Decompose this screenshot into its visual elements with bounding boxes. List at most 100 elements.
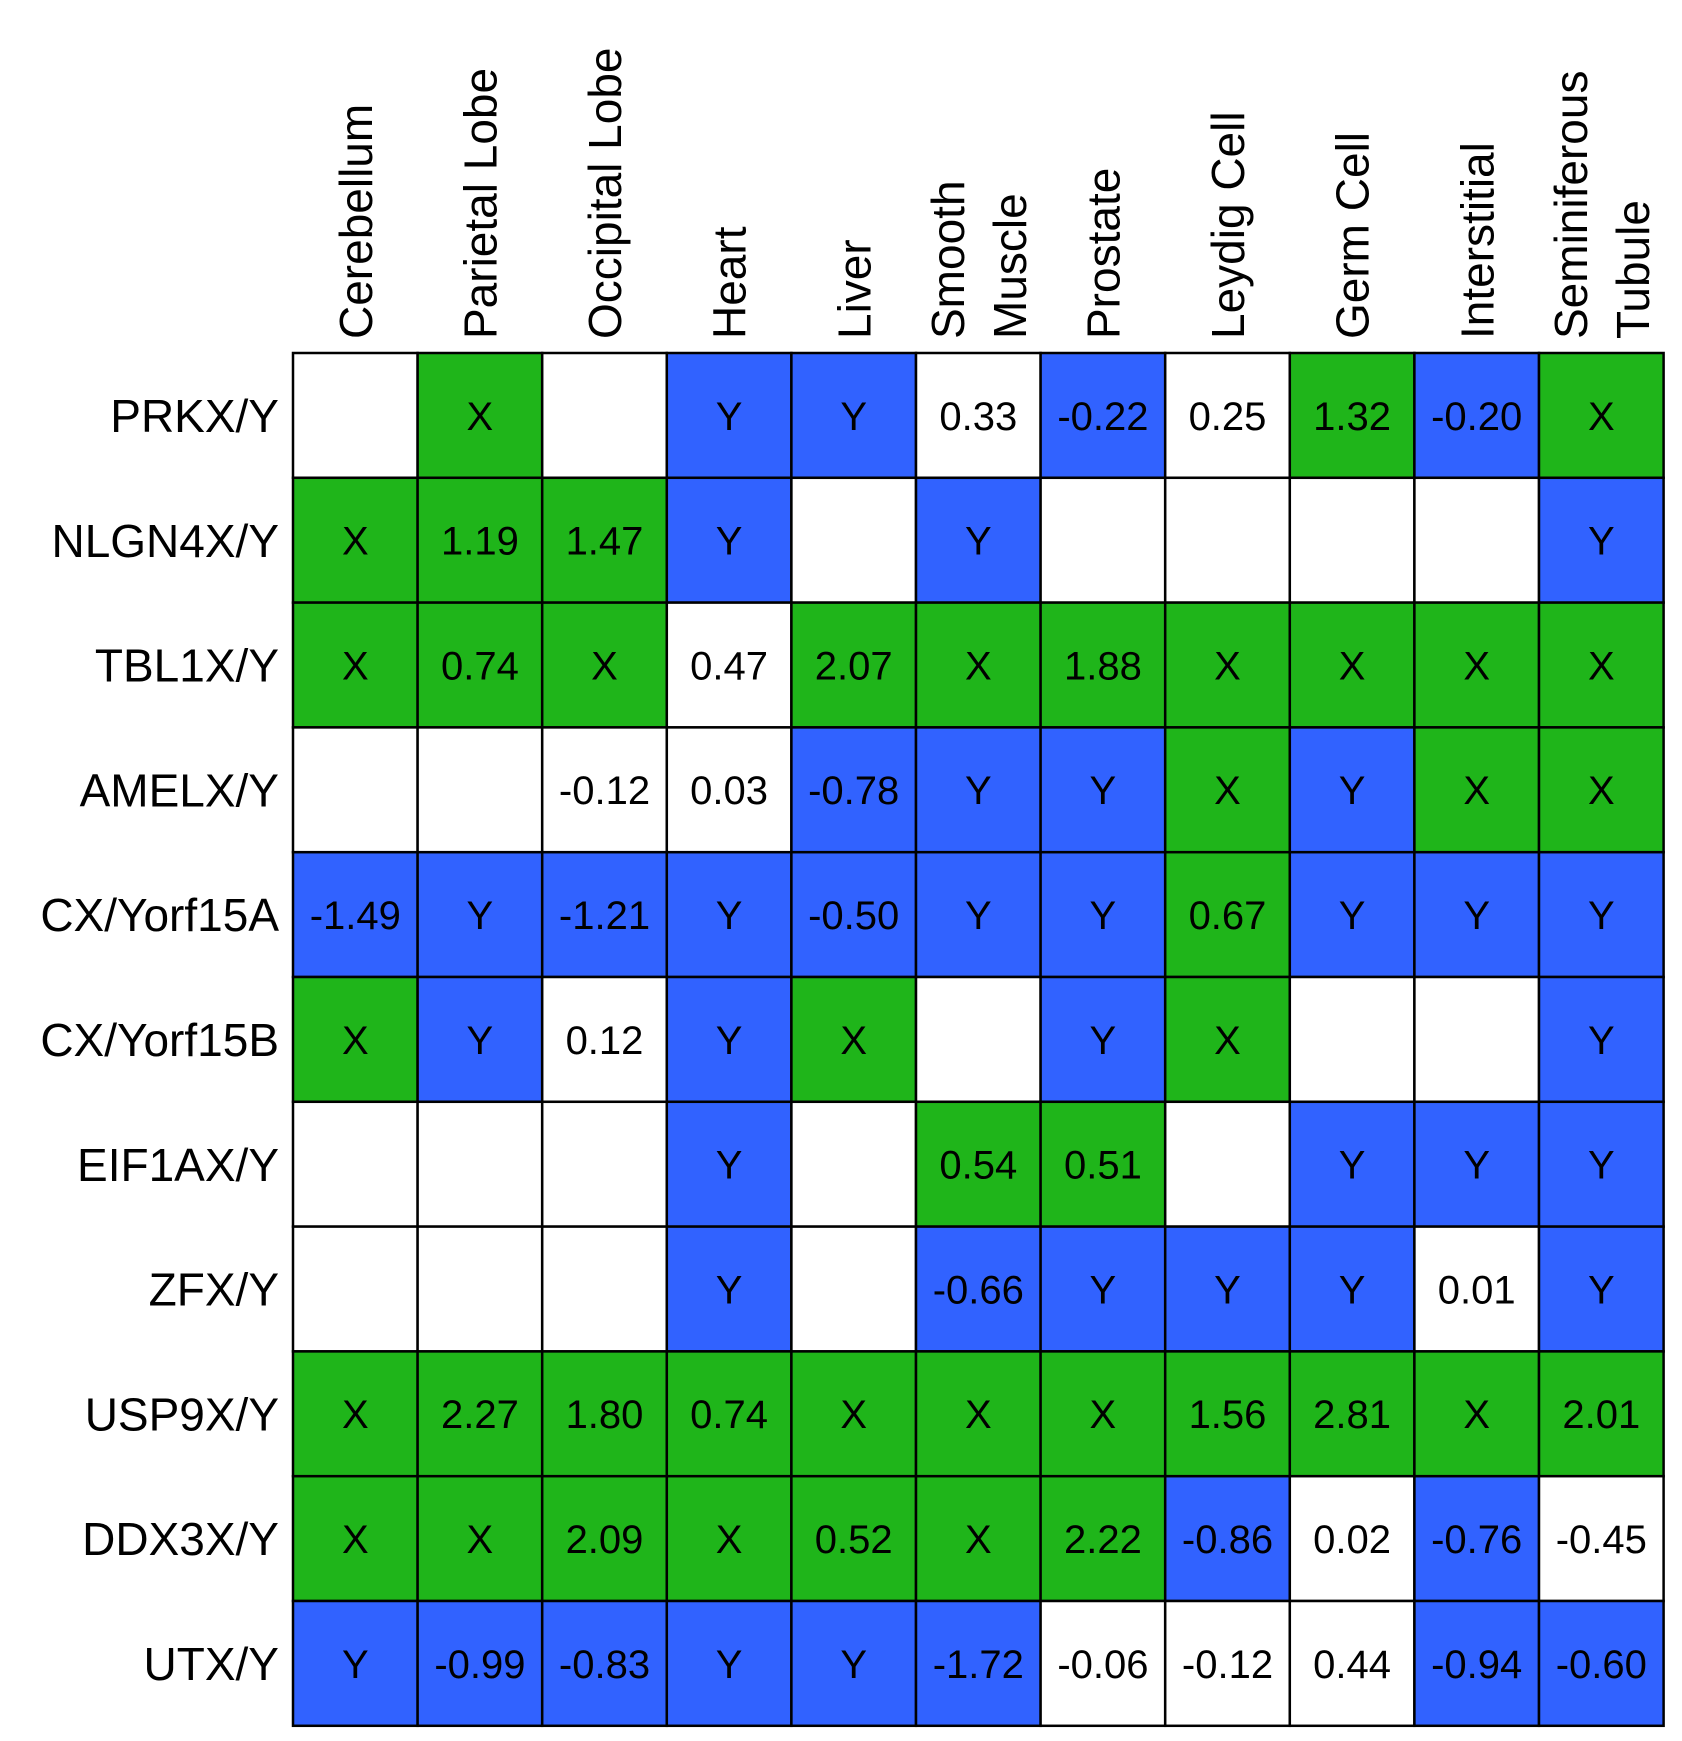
cell-value-label: -0.76 xyxy=(1431,1518,1522,1562)
heatmap-cell xyxy=(540,1474,669,1603)
cell-value-label: Y xyxy=(1214,1268,1241,1312)
heatmap-cell xyxy=(540,601,669,729)
heatmap-cell xyxy=(1163,1100,1292,1228)
cell-value-label: Y xyxy=(1588,520,1615,564)
heatmap-cell xyxy=(1537,601,1665,729)
cell-value-label: X xyxy=(1463,644,1490,688)
heatmap-cell xyxy=(665,601,793,729)
heatmap-cell xyxy=(1039,476,1167,604)
heatmap-cell xyxy=(1163,850,1292,979)
row-label: TBL1X/Y xyxy=(95,640,279,692)
cell-value-label: Y xyxy=(1090,894,1117,938)
cell-value-label: -0.45 xyxy=(1556,1518,1647,1562)
cell-value-label: Y xyxy=(840,1643,867,1687)
heatmap-cell xyxy=(914,1474,1042,1603)
cell-value-label: -0.12 xyxy=(559,769,650,813)
cell-value-label: Y xyxy=(840,395,867,439)
heatmap-cell xyxy=(291,726,419,854)
cell-value-label: Y xyxy=(716,395,743,439)
cell-value-label: Y xyxy=(467,1019,494,1063)
heatmap-cell xyxy=(291,850,419,979)
row-label: UTX/Y xyxy=(144,1638,279,1690)
cell-value-label: Y xyxy=(716,520,743,564)
heatmap-cell xyxy=(790,601,918,729)
cell-value-label: 0.74 xyxy=(441,644,519,688)
column-label: Smooth xyxy=(922,180,974,339)
cell-value-label: 1.32 xyxy=(1313,395,1391,439)
cell-value-label: Y xyxy=(1339,894,1366,938)
column-label: Prostate xyxy=(1077,168,1129,339)
column-label: Tubule xyxy=(1607,200,1659,339)
cell-value-label: X xyxy=(965,1518,992,1562)
cell-value-label: Y xyxy=(965,894,992,938)
cell-value-label: -0.22 xyxy=(1057,395,1148,439)
column-label: Leydig Cell xyxy=(1202,111,1254,339)
heatmap-cell xyxy=(291,1474,419,1603)
heatmap-cell xyxy=(914,975,1042,1104)
column-label: Parietal Lobe xyxy=(454,68,506,339)
heatmap-cell xyxy=(1413,1599,1541,1728)
cell-value-label: -0.78 xyxy=(808,769,899,813)
heatmap-cell xyxy=(416,1599,544,1728)
cell-value-label: -0.66 xyxy=(933,1268,1024,1312)
column-label: Muscle xyxy=(984,193,1036,339)
heatmap-cell xyxy=(1163,476,1292,604)
row-labels: PRKX/Y NLGN4X/Y TBL1X/Y AMELX/Y CX/Yorf15A CX… xyxy=(40,390,279,1690)
heatmap-cell xyxy=(914,1599,1042,1728)
cell-value-label: 0.54 xyxy=(939,1144,1017,1188)
cell-value-label: 1.47 xyxy=(566,520,644,564)
cell-value-label: 1.19 xyxy=(441,520,519,564)
heatmap-cell xyxy=(1288,975,1416,1104)
cell-value-label: X xyxy=(965,644,992,688)
cell-value-label: 0.74 xyxy=(690,1393,768,1437)
cell-value-label: Y xyxy=(1463,894,1490,938)
heatmap-cell xyxy=(1288,476,1416,604)
heatmap-cell xyxy=(1039,1474,1167,1603)
cell-value-label: X xyxy=(1588,644,1615,688)
cell-value-label: X xyxy=(1214,769,1241,813)
heatmap-cell xyxy=(1413,1350,1541,1478)
heatmap-cell xyxy=(1039,726,1167,854)
heatmap-cell xyxy=(790,726,918,854)
cell-value-label: -0.83 xyxy=(559,1643,650,1687)
heatmap-cell xyxy=(1039,850,1167,979)
cell-value-label: X xyxy=(342,1019,369,1063)
heatmap-cell xyxy=(790,1599,918,1728)
heatmap-cell xyxy=(416,975,544,1104)
heatmap-cell xyxy=(291,975,419,1104)
cell-value-label: -0.60 xyxy=(1556,1643,1647,1687)
heatmap-cell xyxy=(1039,1599,1167,1728)
cell-value-label: Y xyxy=(965,769,992,813)
cell-value-label: X xyxy=(1214,1019,1241,1063)
heatmap-cell xyxy=(1163,1350,1292,1478)
heatmap-cell xyxy=(1413,1225,1541,1353)
heatmap-cell xyxy=(1537,850,1665,979)
heatmap-cell xyxy=(790,351,918,480)
heatmap-cell xyxy=(1537,975,1665,1104)
column-label: Occipital Lobe xyxy=(579,48,631,340)
heatmap-cell xyxy=(914,601,1042,729)
heatmap-cell xyxy=(665,975,793,1104)
cell-value-label: X xyxy=(342,644,369,688)
heatmap-cell xyxy=(665,1100,793,1228)
cell-value-label: Y xyxy=(1090,1019,1117,1063)
heatmap-cell xyxy=(1163,601,1292,729)
row-label: NLGN4X/Y xyxy=(51,515,279,567)
cell-value-label: 1.80 xyxy=(566,1393,644,1437)
heatmap-cell xyxy=(1039,1350,1167,1478)
heatmap-cell xyxy=(416,1100,544,1228)
cell-value-label: -1.49 xyxy=(310,894,401,938)
cell-value-label: X xyxy=(342,1518,369,1562)
cell-value-label: X xyxy=(1463,1393,1490,1437)
cell-value-label: -0.06 xyxy=(1057,1643,1148,1687)
cell-value-label: X xyxy=(1463,769,1490,813)
heatmap-cell xyxy=(1413,1474,1541,1603)
heatmap-cell xyxy=(1039,601,1167,729)
cell-value-label: X xyxy=(467,395,494,439)
cell-value-label: X xyxy=(467,1518,494,1562)
heatmap-cell xyxy=(1537,1474,1665,1603)
heatmap-cell xyxy=(790,1100,918,1228)
heatmap-cell xyxy=(665,351,793,480)
heatmap-cell xyxy=(416,850,544,979)
row-label: AMELX/Y xyxy=(80,764,279,816)
